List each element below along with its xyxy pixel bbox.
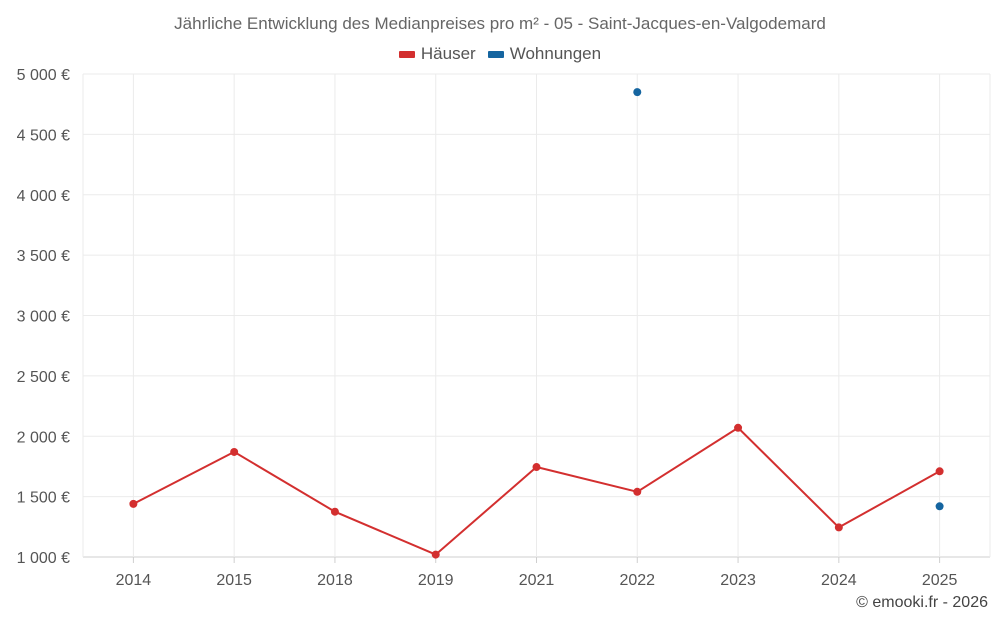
data-point-wohnungen — [633, 88, 642, 97]
legend-swatch-wohnungen — [487, 50, 504, 58]
x-tick-label: 2019 — [418, 572, 454, 589]
y-tick-label: 3 000 € — [17, 309, 70, 326]
data-point-haeuser — [431, 550, 440, 559]
y-tick-label: 2 000 € — [17, 429, 70, 446]
x-tick-label: 2022 — [619, 572, 655, 589]
legend-label-wohnungen: Wohnungen — [509, 44, 602, 63]
legend-swatch-haeuser — [398, 50, 415, 58]
y-tick-label: 1 500 € — [17, 490, 70, 507]
x-tick-label: 2018 — [317, 572, 353, 589]
data-point-wohnungen — [935, 502, 944, 511]
x-tick-label: 2024 — [821, 572, 857, 589]
data-point-haeuser — [935, 467, 944, 476]
y-tick-label: 1 000 € — [17, 550, 70, 567]
legend-item-haeuser[interactable]: Häuser — [398, 44, 476, 64]
data-point-haeuser — [129, 499, 138, 508]
credit-text: © emooki.fr - 2026 — [856, 594, 988, 611]
x-tick-label: 2014 — [116, 572, 152, 589]
data-point-haeuser — [633, 487, 642, 496]
data-point-haeuser — [734, 423, 743, 432]
data-point-haeuser — [834, 523, 843, 532]
chart-title: Jährliche Entwicklung des Medianpreises … — [174, 14, 826, 33]
y-tick-label: 2 500 € — [17, 369, 70, 386]
y-tick-label: 5 000 € — [17, 67, 70, 84]
y-tick-label: 3 500 € — [17, 248, 70, 265]
x-tick-label: 2025 — [922, 572, 958, 589]
legend: Häuser Wohnungen — [0, 44, 1000, 64]
data-point-haeuser — [532, 463, 541, 472]
y-tick-label: 4 500 € — [17, 127, 70, 144]
x-tick-label: 2021 — [519, 572, 555, 589]
x-tick-label: 2023 — [720, 572, 756, 589]
x-tick-label: 2015 — [216, 572, 252, 589]
data-point-haeuser — [330, 507, 339, 516]
legend-item-wohnungen[interactable]: Wohnungen — [487, 44, 602, 64]
y-tick-label: 4 000 € — [17, 188, 70, 205]
data-point-haeuser — [230, 447, 239, 456]
legend-label-haeuser: Häuser — [420, 44, 476, 63]
